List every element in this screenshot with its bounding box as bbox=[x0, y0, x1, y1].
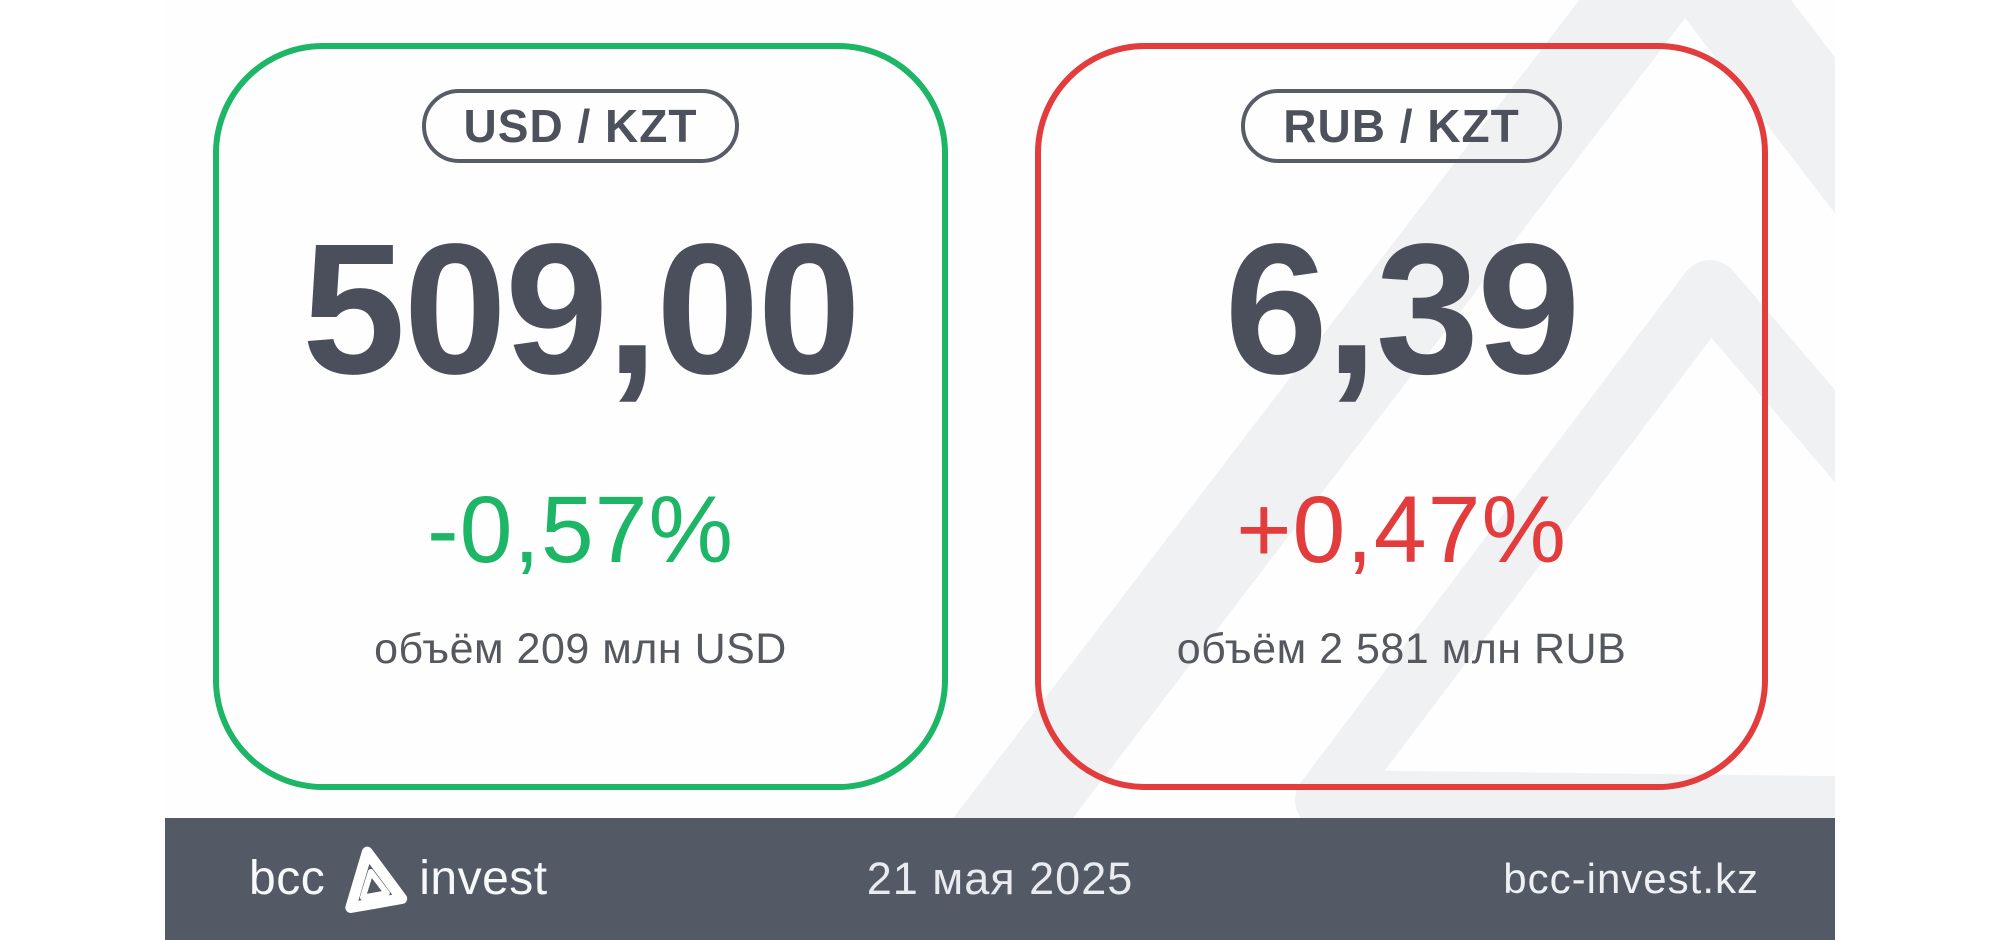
change-percent-value: +0,47% bbox=[1236, 477, 1567, 583]
logo-text-bcc: bcc bbox=[249, 852, 326, 905]
bcc-invest-logo: bcc invest bbox=[249, 843, 548, 915]
currency-pair-badge: USD / KZT bbox=[421, 89, 740, 163]
trading-volume-label: объём 2 581 млн RUB bbox=[1176, 625, 1627, 673]
date-label: 21 мая 2025 bbox=[866, 853, 1134, 904]
exchange-rate-value: 509,00 bbox=[302, 206, 861, 413]
footer-bar: bcc invest 21 мая 2025 bcc-invest.kz bbox=[165, 818, 1835, 940]
bcc-triangle-icon bbox=[345, 846, 408, 914]
exchange-rate-value: 6,39 bbox=[1224, 206, 1580, 413]
change-percent-value: -0,57% bbox=[426, 477, 734, 583]
infographic-canvas: USD / KZT 509,00 -0,57% объём 209 млн US… bbox=[165, 0, 1835, 940]
currency-pair-label: RUB / KZT bbox=[1283, 100, 1520, 152]
website-label: bcc-invest.kz bbox=[1503, 855, 1759, 902]
card-usd-kzt: USD / KZT 509,00 -0,57% объём 209 млн US… bbox=[213, 43, 948, 790]
logo-text-invest: invest bbox=[419, 852, 548, 905]
currency-pair-label: USD / KZT bbox=[463, 100, 698, 152]
currency-pair-badge: RUB / KZT bbox=[1241, 89, 1562, 163]
card-rub-kzt: RUB / KZT 6,39 +0,47% объём 2 581 млн RU… bbox=[1035, 43, 1768, 790]
trading-volume-label: объём 209 млн USD bbox=[374, 625, 787, 673]
